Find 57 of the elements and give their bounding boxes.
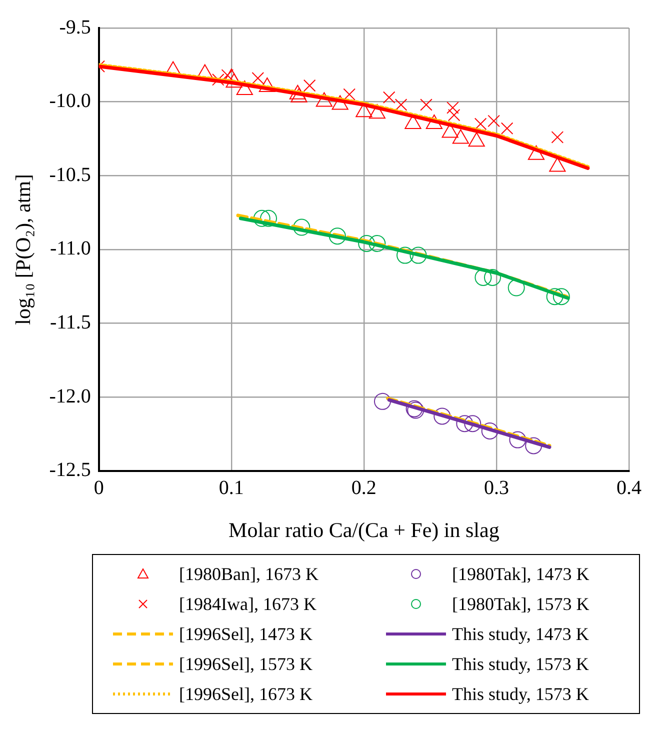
point [260, 210, 278, 227]
y-tick-label: -12.0 [49, 385, 91, 408]
legend-label: [1980Ban], 1673 K [179, 564, 318, 584]
x-tick-label: 0.2 [351, 477, 376, 500]
point [434, 408, 451, 425]
point [474, 268, 492, 286]
x-tick-label: 0.1 [218, 477, 244, 500]
point [508, 279, 525, 296]
legend-label: This study, 1573 K [452, 684, 589, 704]
legend-label: [1996Sel], 1673 K [179, 684, 312, 704]
legend-label: [1984Iwa], 1673 K [179, 594, 316, 614]
point [293, 218, 310, 236]
point [509, 431, 526, 448]
y-tick-label: -12.5 [49, 459, 91, 482]
point [420, 98, 432, 111]
legend-label: [1996Sel], 1473 K [179, 624, 312, 644]
point [368, 234, 386, 252]
point [448, 108, 460, 122]
point [343, 88, 356, 101]
point [474, 118, 487, 130]
x-tick-label: 0.4 [616, 477, 642, 500]
y-axis-title: log₁₀ [P(O₂), atm] [11, 174, 36, 325]
point [328, 228, 346, 245]
point [446, 102, 459, 114]
point [374, 392, 391, 410]
y-tick-label: -10.5 [49, 164, 91, 186]
x-axis-title: Molar ratio Ca/(Ca + Fe) in slag [228, 518, 500, 542]
legend-label: [1980Tak], 1573 K [452, 594, 590, 614]
point [500, 122, 514, 135]
y-tick-label: -10.0 [49, 90, 91, 112]
point [252, 72, 264, 84]
point [396, 246, 414, 264]
point [394, 98, 408, 111]
point [358, 234, 376, 252]
point [253, 210, 270, 227]
point [212, 74, 224, 86]
point [488, 114, 500, 128]
point [303, 79, 316, 92]
point [481, 422, 498, 440]
legend-label: [1980Tak], 1473 K [452, 564, 590, 584]
x-tick-label: 0.3 [484, 477, 509, 500]
point [464, 415, 482, 432]
y-tick-label: -11.5 [50, 311, 91, 334]
point [410, 246, 427, 264]
y-tick-label: -11.0 [50, 238, 91, 260]
point [456, 415, 474, 432]
legend-label: [1996Sel], 1573 K [179, 654, 312, 674]
point [551, 131, 564, 144]
legend-label: This study, 1473 K [452, 624, 589, 644]
point [484, 268, 501, 286]
point [382, 91, 396, 104]
legend-label: This study, 1573 K [452, 654, 589, 674]
x-tick-label: 0 [94, 477, 104, 500]
point [546, 288, 564, 306]
point [525, 437, 542, 454]
point [552, 288, 570, 306]
y-tick-label: -9.5 [59, 16, 91, 38]
